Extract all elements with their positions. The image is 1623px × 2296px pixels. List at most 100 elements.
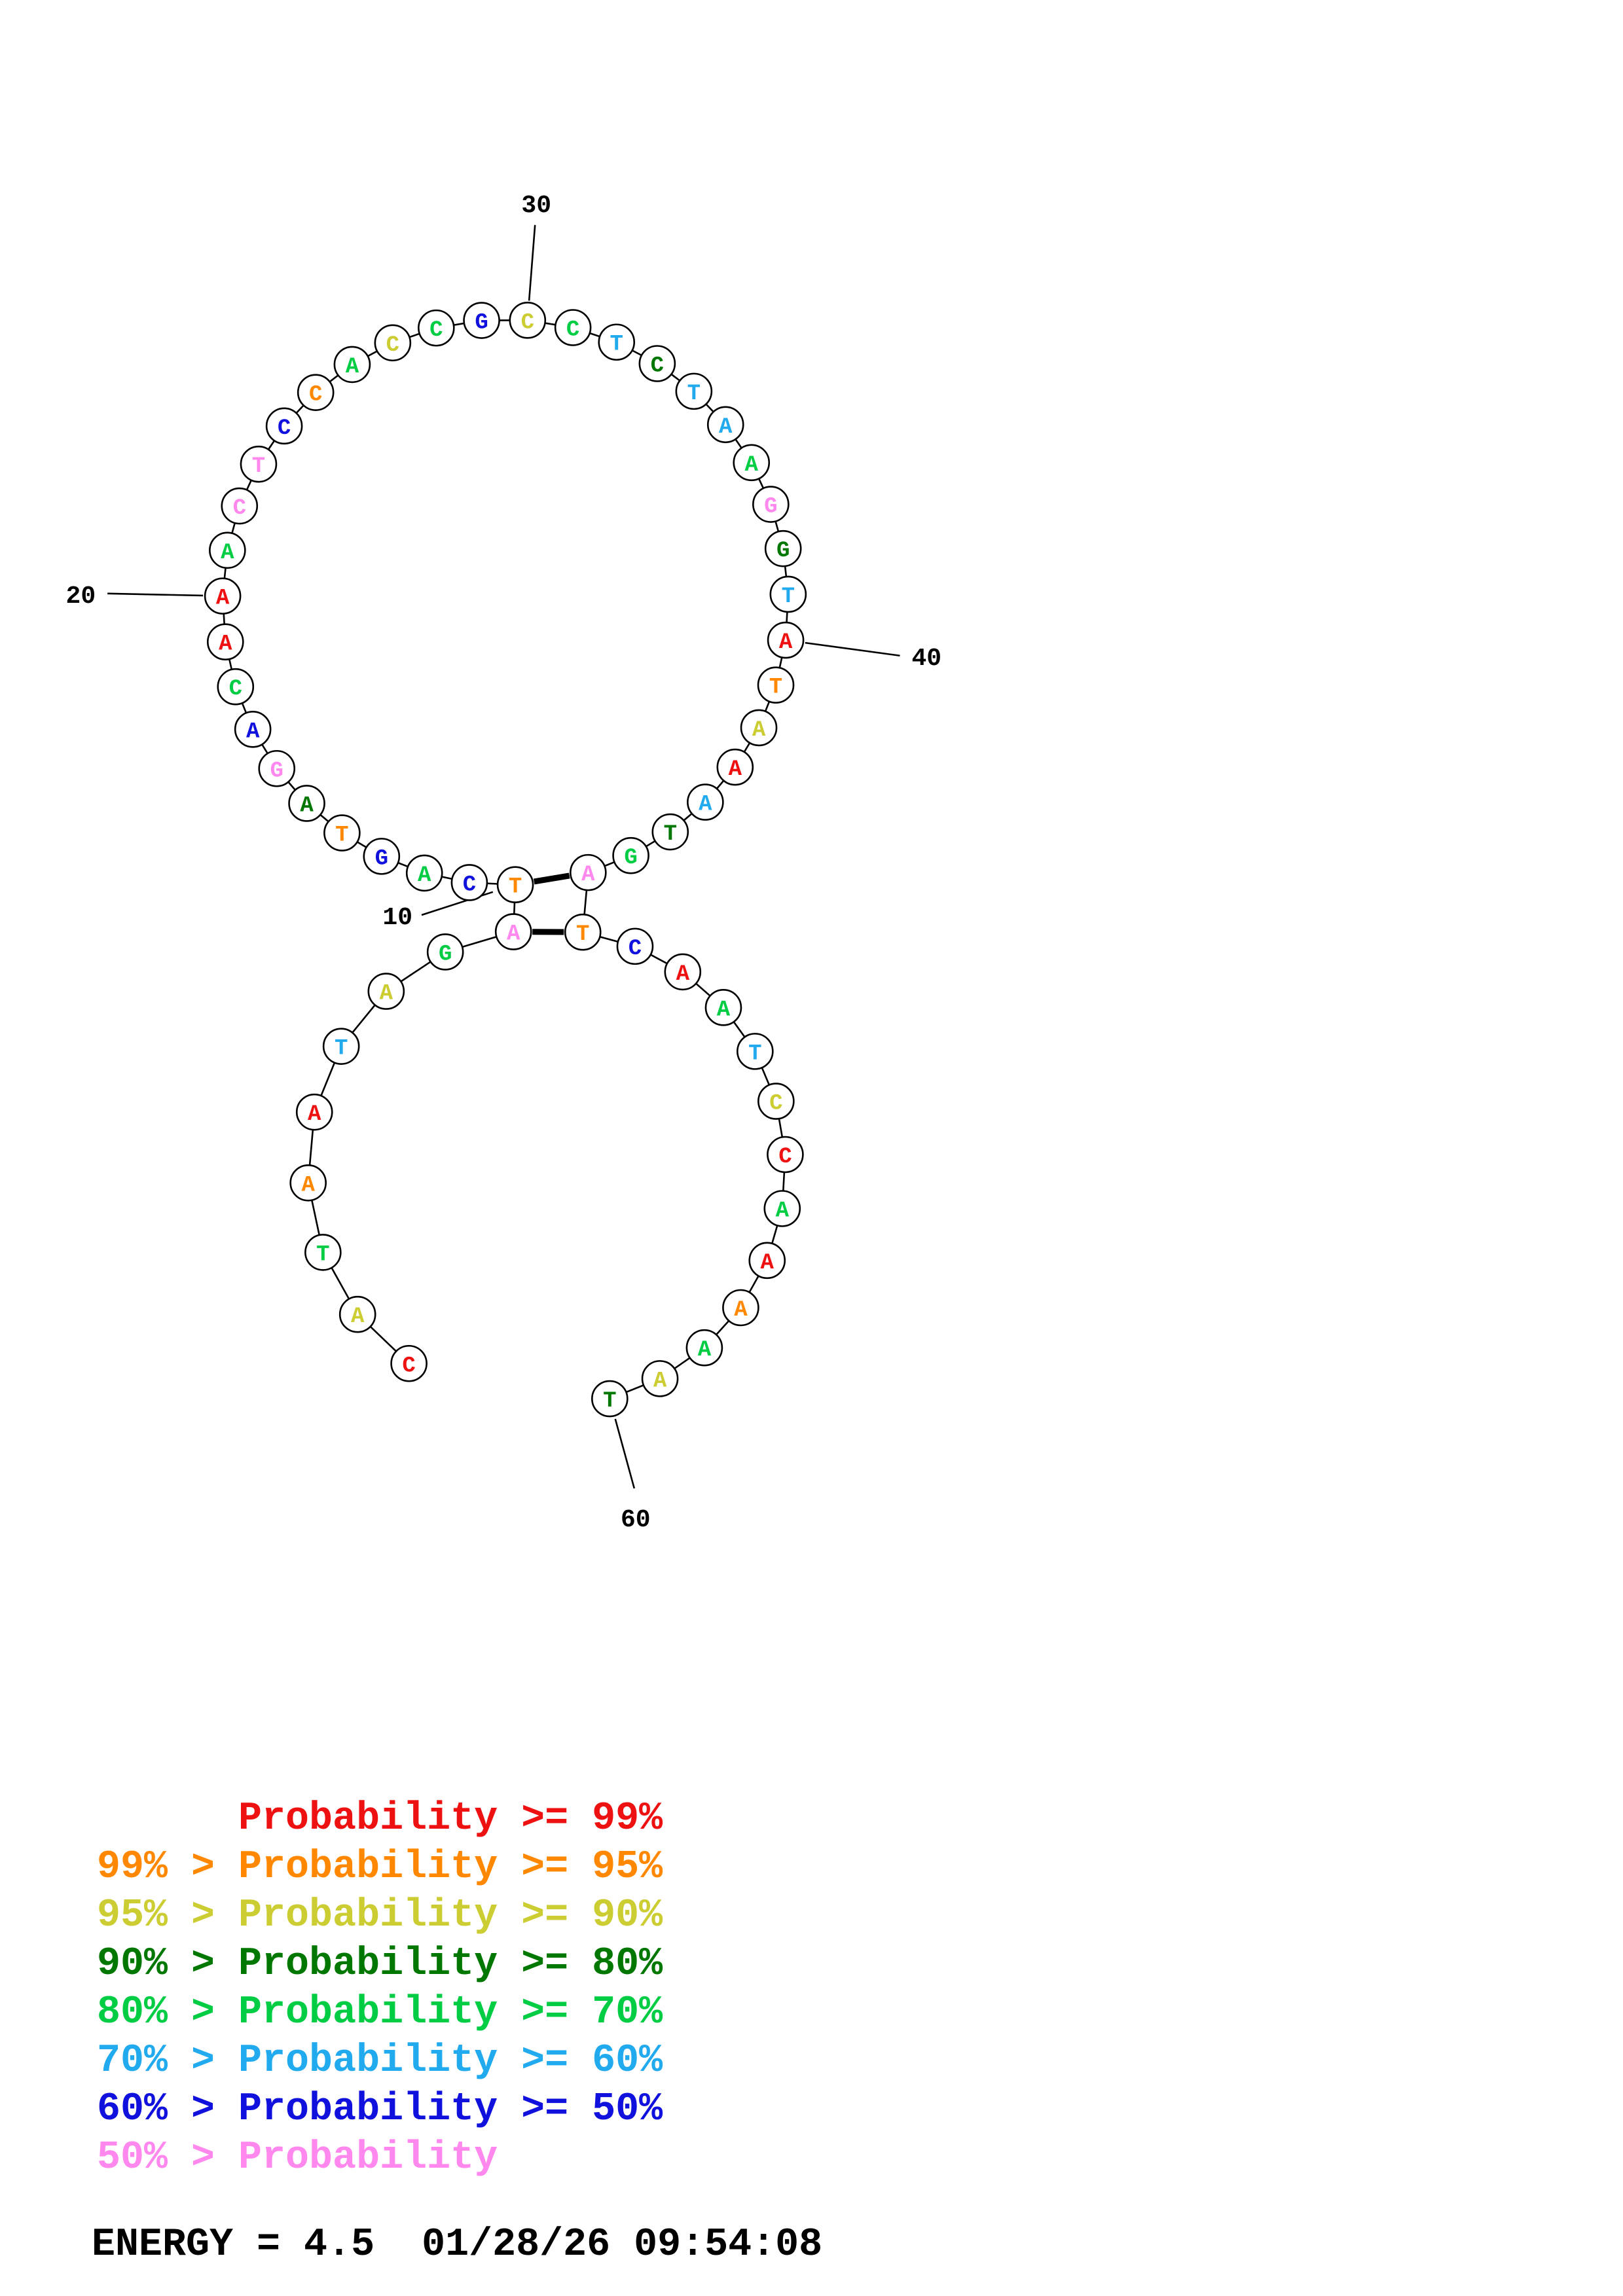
- nucleotide-circle: [767, 1136, 804, 1174]
- nucleotide-circle: [570, 853, 607, 891]
- nucleotide-circle: [591, 1380, 629, 1418]
- nucleotide-letter: T: [576, 922, 589, 947]
- nucleotide-letter: G: [375, 846, 388, 871]
- nucleotide-letter: T: [603, 1389, 616, 1414]
- nucleotide-55: A: [763, 1190, 801, 1227]
- nucleotide-47: A: [570, 853, 607, 891]
- nucleotide-32: T: [598, 323, 636, 361]
- nucleotide-circle: [297, 374, 335, 411]
- nucleotide-circle: [706, 406, 744, 444]
- nucleotide-16: G: [258, 749, 296, 787]
- nucleotide-43: A: [716, 748, 754, 786]
- nucleotide-letter: G: [270, 759, 283, 783]
- nucleotide-circle: [748, 1242, 786, 1280]
- nucleotide-19: A: [206, 623, 244, 661]
- nucleotide-letter: A: [216, 586, 230, 611]
- nucleotide-circle: [638, 345, 676, 382]
- nucleotide-letter: G: [475, 311, 488, 336]
- nucleotide-circle: [333, 346, 371, 384]
- position-label-10: 10: [382, 904, 412, 932]
- nucleotide-circle: [288, 785, 325, 822]
- nucleotide-59: A: [641, 1360, 679, 1397]
- nucleotide-circle: [704, 989, 742, 1026]
- nucleotide-circle: [221, 487, 259, 525]
- nucleotide-circle: [265, 407, 303, 445]
- nucleotide-letter: A: [653, 1369, 667, 1393]
- nucleotide-letter: T: [335, 823, 348, 848]
- nucleotide-20: A: [204, 577, 242, 615]
- nucleotide-46: G: [612, 836, 649, 874]
- nucleotide-letter: C: [386, 333, 399, 358]
- nucleotide-circle: [304, 1234, 342, 1271]
- nucleotide-39: T: [769, 575, 807, 613]
- nucleotide-circle: [496, 866, 534, 904]
- nucleotide-letter: A: [418, 863, 431, 888]
- nucleotide-54: C: [767, 1136, 804, 1174]
- nucleotide-circle: [204, 577, 242, 615]
- nucleotide-circle: [363, 838, 401, 875]
- nucleotide-circle: [752, 486, 790, 523]
- nucleotide-letter: A: [246, 719, 260, 744]
- nucleotide-letter: T: [664, 822, 677, 847]
- nucleotide-7: A: [367, 973, 405, 1010]
- nucleotide-circle: [405, 854, 443, 892]
- nucleotide-letter: G: [624, 846, 637, 870]
- nucleotide-circle: [367, 973, 405, 1010]
- nucleotide-letter: G: [776, 539, 790, 564]
- nucleotide-letter: A: [699, 793, 712, 817]
- nucleotide-57: A: [722, 1289, 759, 1327]
- nucleotide-letter: A: [301, 1173, 315, 1198]
- tick-line-20: [107, 592, 204, 597]
- nucleotide-letter: A: [308, 1102, 321, 1127]
- nucleotide-circle: [598, 323, 636, 361]
- legend-entry-1: Probability >= 99%: [97, 1797, 663, 1841]
- nucleotide-letter: C: [278, 416, 291, 441]
- nucleotide-41: T: [757, 666, 795, 704]
- basepair-bond-10-47: [533, 872, 570, 885]
- nucleotide-45: T: [651, 813, 689, 851]
- position-label-40: 40: [911, 645, 941, 673]
- nucleotide-circle: [554, 309, 592, 346]
- nucleotide-48: T: [564, 913, 602, 951]
- tick-line-40: [805, 641, 900, 657]
- nucleotide-circle: [641, 1360, 679, 1397]
- nucleotide-circle: [509, 302, 547, 339]
- position-label-30: 30: [521, 192, 551, 220]
- nucleotide-circle: [757, 1083, 795, 1120]
- legend-entry-7: 60% > Probability >= 50%: [97, 2087, 663, 2132]
- nucleotide-letter: G: [439, 942, 452, 967]
- nucleotide-40: A: [767, 621, 805, 659]
- nucleotide-12: A: [405, 854, 443, 892]
- nucleotide-6: T: [322, 1028, 360, 1065]
- nucleotide-circle: [675, 372, 713, 410]
- nucleotide-35: A: [706, 406, 744, 444]
- probability-legend: Probability >= 99% 99% > Probability >= 9…: [97, 1795, 663, 2182]
- nucleotide-letter: T: [316, 1242, 329, 1267]
- nucleotide-circle: [295, 1093, 333, 1131]
- nucleotide-letter: A: [351, 1304, 365, 1329]
- nucleotide-56: A: [748, 1242, 786, 1280]
- nucleotide-25: C: [297, 374, 335, 411]
- nucleotide-17: A: [234, 711, 272, 748]
- nucleotide-circle: [612, 836, 649, 874]
- nucleotide-11: C: [450, 864, 488, 901]
- tick-line-60: [614, 1418, 636, 1489]
- nucleotide-circle: [616, 927, 654, 965]
- nucleotide-34: T: [675, 372, 713, 410]
- nucleotide-letter: C: [233, 496, 246, 521]
- nucleotide-letter: C: [309, 383, 322, 408]
- nucleotide-21: A: [209, 531, 246, 569]
- nucleotide-circle: [687, 783, 724, 821]
- nucleotide-5: A: [295, 1093, 333, 1131]
- nucleotide-circle: [390, 1344, 428, 1382]
- nucleotide-letter: T: [335, 1037, 348, 1062]
- nucleotide-letter: A: [752, 718, 766, 743]
- nucleotide-letter: C: [629, 937, 642, 961]
- nucleotide-28: C: [418, 309, 455, 347]
- nucleotide-circle: [209, 531, 246, 569]
- nucleotide-letter: T: [748, 1041, 761, 1066]
- nucleotide-letter: A: [717, 997, 731, 1022]
- nucleotide-circle: [450, 864, 488, 901]
